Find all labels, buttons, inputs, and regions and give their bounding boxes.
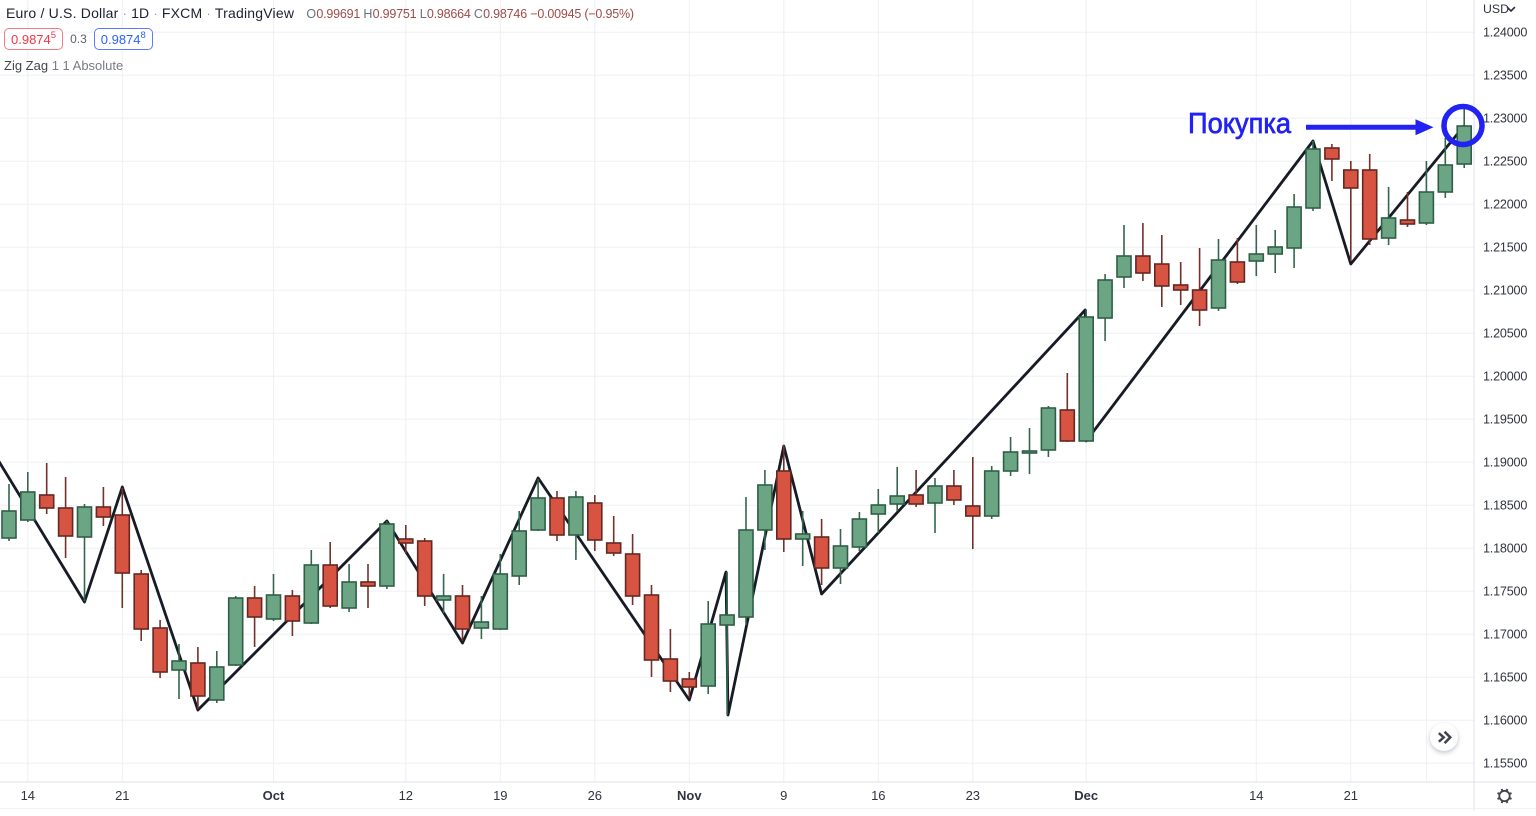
svg-text:1.21000: 1.21000 [1483, 284, 1527, 298]
svg-text:Покупка: Покупка [1188, 108, 1291, 140]
svg-text:21: 21 [1344, 788, 1358, 803]
svg-text:21: 21 [115, 788, 129, 803]
svg-text:Oct: Oct [263, 788, 285, 803]
svg-text:1.16000: 1.16000 [1483, 714, 1527, 728]
svg-text:14: 14 [21, 788, 35, 803]
svg-text:1.16500: 1.16500 [1483, 671, 1527, 685]
svg-text:1.22500: 1.22500 [1483, 155, 1527, 169]
svg-text:1.20500: 1.20500 [1483, 327, 1527, 341]
svg-text:14: 14 [1249, 788, 1263, 803]
svg-text:1.15500: 1.15500 [1483, 757, 1527, 771]
svg-text:Nov: Nov [677, 788, 702, 803]
svg-text:1.19500: 1.19500 [1483, 413, 1527, 427]
svg-text:1.19000: 1.19000 [1483, 456, 1527, 470]
svg-text:16: 16 [871, 788, 885, 803]
svg-text:9: 9 [780, 788, 787, 803]
svg-text:23: 23 [966, 788, 980, 803]
svg-text:12: 12 [399, 788, 413, 803]
svg-text:1.20000: 1.20000 [1483, 370, 1527, 384]
svg-text:1.18500: 1.18500 [1483, 499, 1527, 513]
svg-text:Dec: Dec [1074, 788, 1098, 803]
svg-text:1.22000: 1.22000 [1483, 198, 1527, 212]
svg-text:USD: USD [1483, 2, 1509, 16]
svg-text:1.24000: 1.24000 [1483, 26, 1527, 40]
svg-text:1.17500: 1.17500 [1483, 585, 1527, 599]
svg-text:1.18000: 1.18000 [1483, 542, 1527, 556]
svg-text:26: 26 [588, 788, 602, 803]
svg-text:19: 19 [493, 788, 507, 803]
svg-text:1.23000: 1.23000 [1483, 112, 1527, 126]
svg-text:1.21500: 1.21500 [1483, 241, 1527, 255]
svg-text:1.17000: 1.17000 [1483, 628, 1527, 642]
svg-text:1.23500: 1.23500 [1483, 69, 1527, 83]
